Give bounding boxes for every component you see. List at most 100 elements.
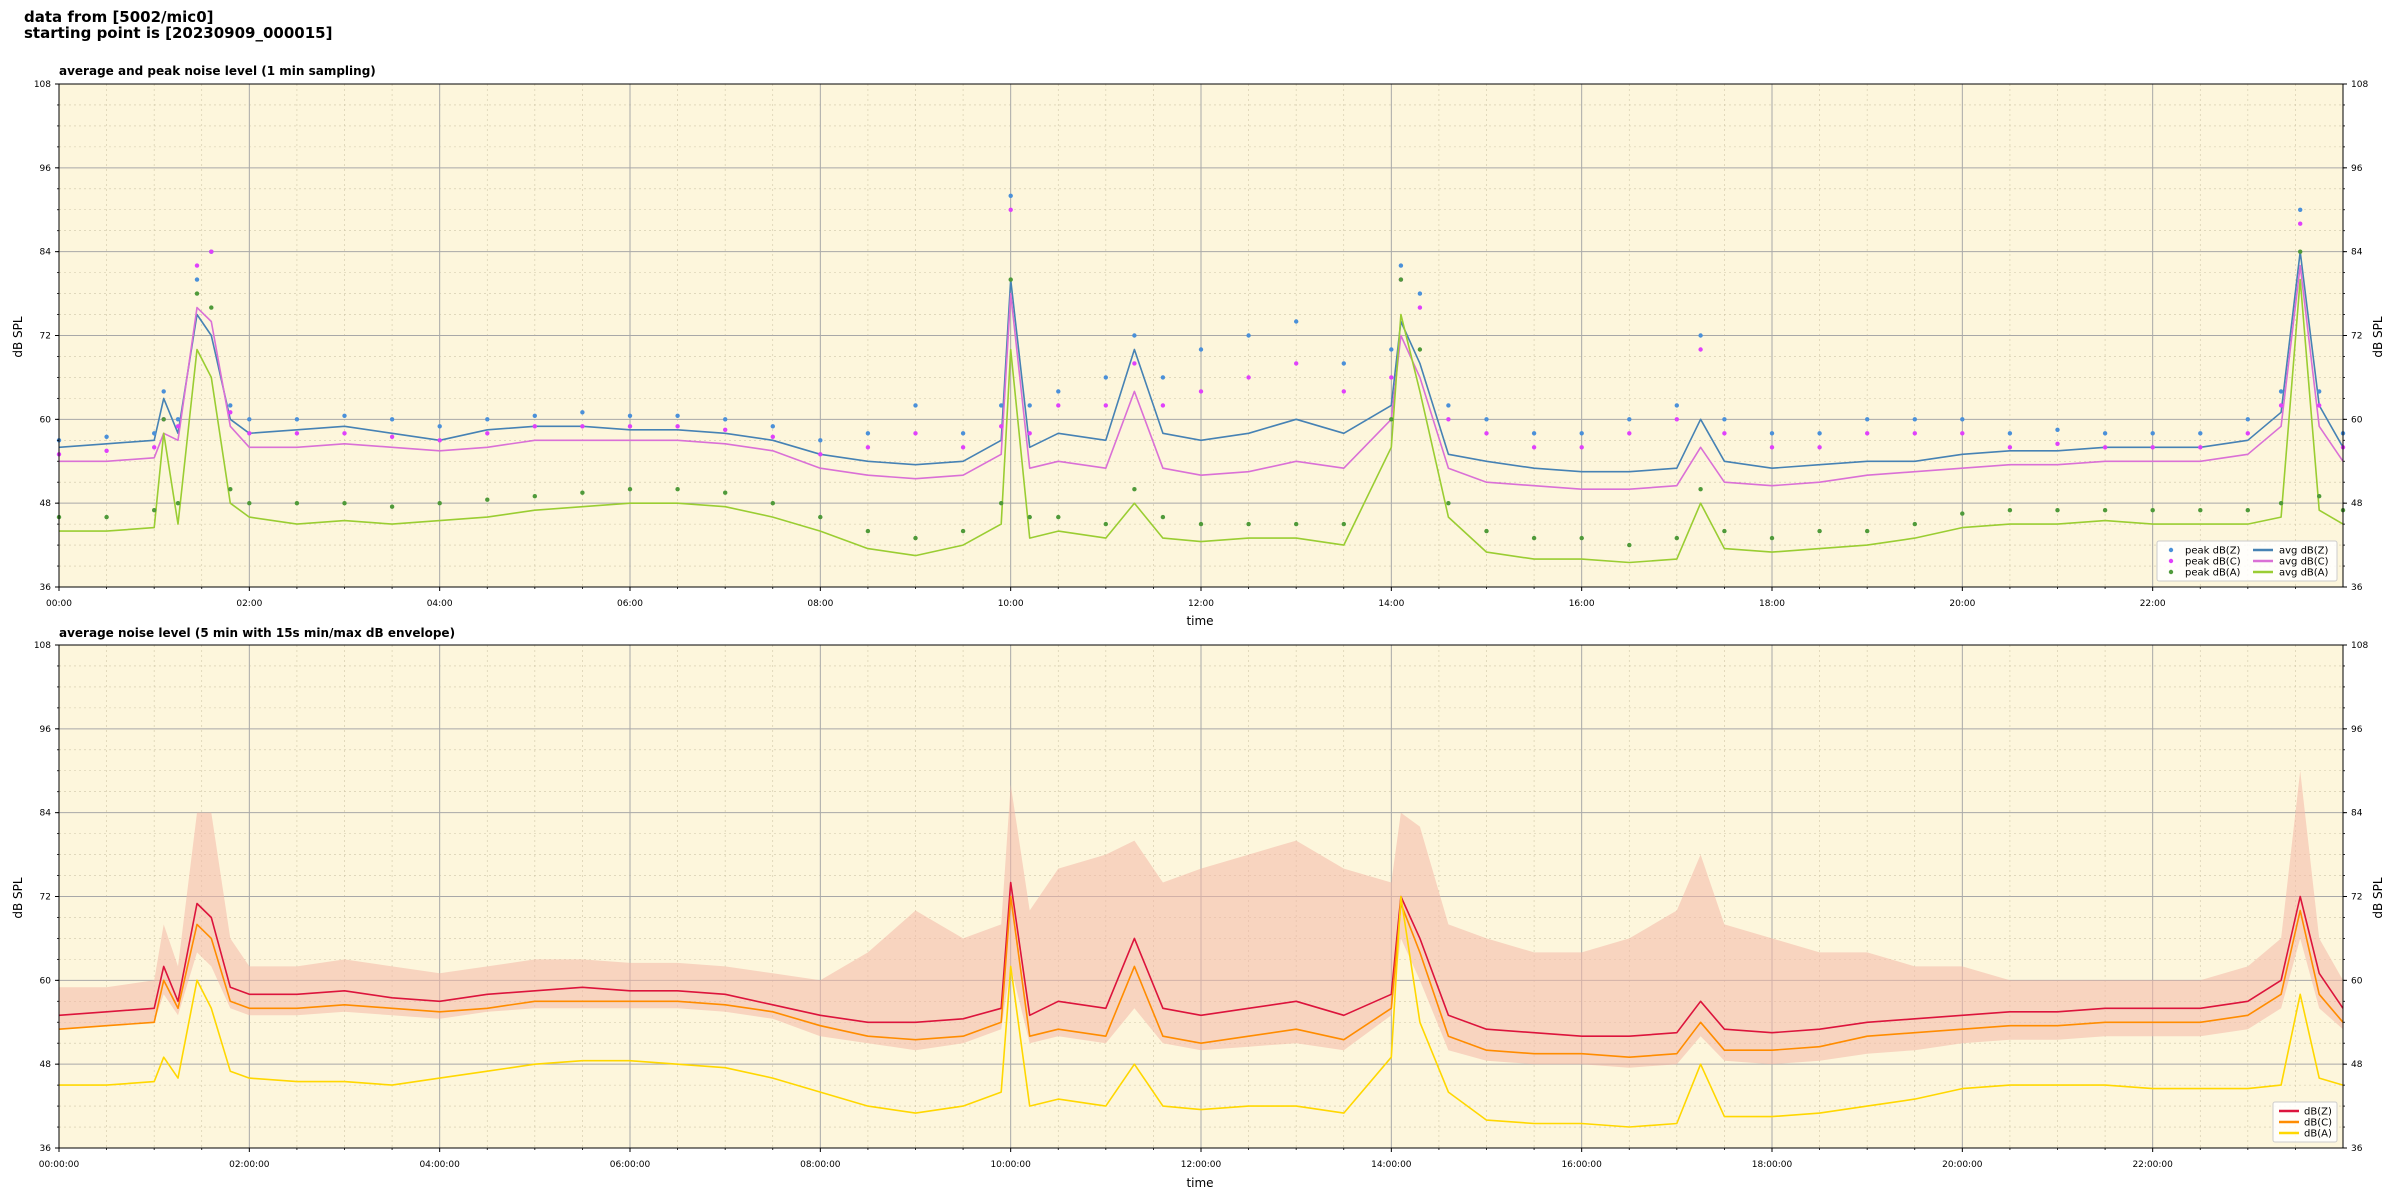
peak-average-legend: peak dB(Z)peak dB(C)peak dB(A)avg dB(Z)a… <box>2156 540 2338 582</box>
peak-average-y-tick-label: 84 <box>40 248 52 258</box>
figure-header-line2: starting point is [20230909_000015] <box>24 24 332 42</box>
peak-average-point-peak-db-a <box>1160 514 1166 520</box>
peak-average-line-avg-db-a <box>59 278 2344 564</box>
peak-average-x-tick-label: 14:00 <box>1378 599 1404 609</box>
peak-average-point-peak-db-a <box>1912 521 1918 527</box>
peak-average-point-peak-db-c <box>175 424 181 429</box>
peak-average-point-peak-db-a <box>104 514 109 520</box>
envelope-legend: dB(Z)dB(C)dB(A) <box>2272 1101 2338 1143</box>
peak-average-point-peak-db-c <box>2298 221 2303 226</box>
peak-average-point-peak-db-z <box>1056 389 1061 394</box>
peak-average-y-tick-label-right: 96 <box>2351 164 2363 174</box>
peak-average-point-peak-db-a <box>1531 535 1537 541</box>
envelope-y-tick-label-right: 96 <box>2351 725 2363 735</box>
envelope-chart-title: average noise level (5 min with 15s min/… <box>59 626 455 640</box>
figure-header-line1: data from [5002/mic0] <box>24 8 214 26</box>
peak-average-point-peak-db-a <box>161 417 166 422</box>
peak-average-point-peak-db-z <box>175 417 181 422</box>
peak-average-point-peak-db-a <box>1722 528 1727 534</box>
peak-average-y-tick-label: 48 <box>40 499 52 509</box>
envelope-y-tick-label-right: 108 <box>2351 641 2368 651</box>
peak-average-y-axis-label: dB SPL <box>11 316 25 358</box>
peak-average-point-peak-db-a <box>1817 528 1822 534</box>
peak-average-x-tick-label: 12:00 <box>1188 599 1214 609</box>
peak-average-point-peak-db-c <box>2055 441 2060 446</box>
peak-average-point-peak-db-z <box>1446 403 1451 408</box>
peak-average-point-peak-db-z <box>913 403 918 408</box>
peak-average-y-tick-label: 108 <box>34 80 51 90</box>
peak-average-point-peak-db-a <box>2245 508 2250 513</box>
peak-average-point-peak-db-a <box>1769 535 1775 541</box>
peak-average-point-peak-db-z <box>1912 417 1918 422</box>
envelope-y-tick-label-right: 48 <box>2351 1060 2363 1070</box>
peak-average-point-peak-db-z <box>389 417 395 422</box>
peak-average-point-peak-db-a <box>532 494 537 499</box>
peak-average-point-peak-db-z <box>1389 347 1394 352</box>
peak-average-point-peak-db-z <box>342 413 347 418</box>
peak-average-point-peak-db-c <box>1865 431 1870 436</box>
peak-average-point-peak-db-z <box>580 410 585 415</box>
peak-average-point-peak-db-z <box>818 438 823 443</box>
peak-average-chart-title: average and peak noise level (1 min samp… <box>59 64 376 78</box>
peak-average-point-peak-db-c <box>1912 431 1918 436</box>
peak-average-legend-label: avg dB(A) <box>2279 568 2329 579</box>
peak-average-point-peak-db-z <box>1398 263 1404 268</box>
peak-average-point-peak-db-a <box>1960 511 1965 516</box>
peak-average-point-peak-db-a <box>723 490 728 495</box>
envelope-legend-label: dB(Z) <box>2304 1107 2332 1118</box>
peak-average-y-tick-label: 60 <box>40 415 52 425</box>
envelope-x-tick-label: 20:00:00 <box>1942 1160 1983 1170</box>
peak-average-point-peak-db-a <box>960 528 966 534</box>
envelope-y-tick-label-right: 60 <box>2351 976 2363 986</box>
peak-average-point-peak-db-a <box>437 501 442 506</box>
peak-average-point-peak-db-c <box>1579 445 1584 450</box>
peak-average-point-peak-db-z <box>1246 333 1251 338</box>
peak-average-point-peak-db-a <box>1294 521 1299 527</box>
peak-average-point-peak-db-c <box>152 445 157 450</box>
peak-average-point-peak-db-a <box>675 487 680 492</box>
peak-average-point-peak-db-a <box>580 490 585 495</box>
peak-average-point-peak-db-c <box>194 263 200 268</box>
peak-average-point-peak-db-a <box>1103 521 1109 527</box>
envelope-x-tick-label: 04:00:00 <box>419 1160 460 1170</box>
peak-average-point-peak-db-c <box>770 434 775 439</box>
peak-average-point-peak-db-z <box>1103 375 1109 380</box>
peak-average-point-peak-db-a <box>1698 487 1703 492</box>
peak-average-point-peak-db-c <box>1160 403 1166 408</box>
peak-average-point-peak-db-z <box>1132 333 1137 338</box>
envelope-line-db-z <box>58 881 2344 1037</box>
peak-average-point-peak-db-z <box>1674 403 1680 408</box>
peak-average-x-tick-label: 02:00 <box>236 599 262 609</box>
peak-average-point-peak-db-c <box>1132 361 1137 366</box>
peak-average-legend-label: avg dB(Z) <box>2279 546 2329 557</box>
envelope-y-tick-label: 108 <box>34 641 51 651</box>
peak-average-series-peak-db-c <box>56 207 2346 457</box>
peak-average-x-tick-label: 10:00 <box>998 599 1024 609</box>
envelope-y-tick-label: 84 <box>40 809 52 819</box>
envelope-x-tick-label: 06:00:00 <box>610 1160 651 1170</box>
peak-average-point-peak-db-a <box>175 501 181 506</box>
peak-average-point-peak-db-a <box>194 291 200 296</box>
envelope-x-tick-label: 18:00:00 <box>1752 1160 1793 1170</box>
envelope-y-tick-label: 96 <box>40 725 52 735</box>
peak-average-y-tick-label-right: 72 <box>2351 332 2362 342</box>
peak-average-x-tick-label: 22:00 <box>2140 599 2166 609</box>
peak-average-point-peak-db-c <box>228 410 233 415</box>
envelope-x-tick-label: 12:00:00 <box>1181 1160 1222 1170</box>
peak-average-point-peak-db-z <box>1008 193 1013 198</box>
peak-average-point-peak-db-a <box>770 501 775 506</box>
peak-average-x-tick-label: 18:00 <box>1759 599 1785 609</box>
peak-average-x-tick-label: 16:00 <box>1569 599 1595 609</box>
peak-average-point-peak-db-a <box>1341 521 1347 527</box>
peak-average-point-peak-db-a <box>1008 277 1013 282</box>
peak-average-x-tick-label: 08:00 <box>807 599 833 609</box>
peak-average-legend-box <box>2156 540 2338 582</box>
peak-average-point-peak-db-c <box>1484 431 1489 436</box>
peak-average-point-peak-db-c <box>960 445 966 450</box>
peak-average-point-peak-db-z <box>1484 417 1489 422</box>
envelope-x-tick-label: 14:00:00 <box>1371 1160 1412 1170</box>
peak-average-point-peak-db-z <box>437 424 442 429</box>
peak-average-y-tick-label-right: 48 <box>2351 499 2363 509</box>
peak-average-point-peak-db-c <box>1341 389 1347 394</box>
peak-average-legend-label: avg dB(C) <box>2279 557 2329 568</box>
